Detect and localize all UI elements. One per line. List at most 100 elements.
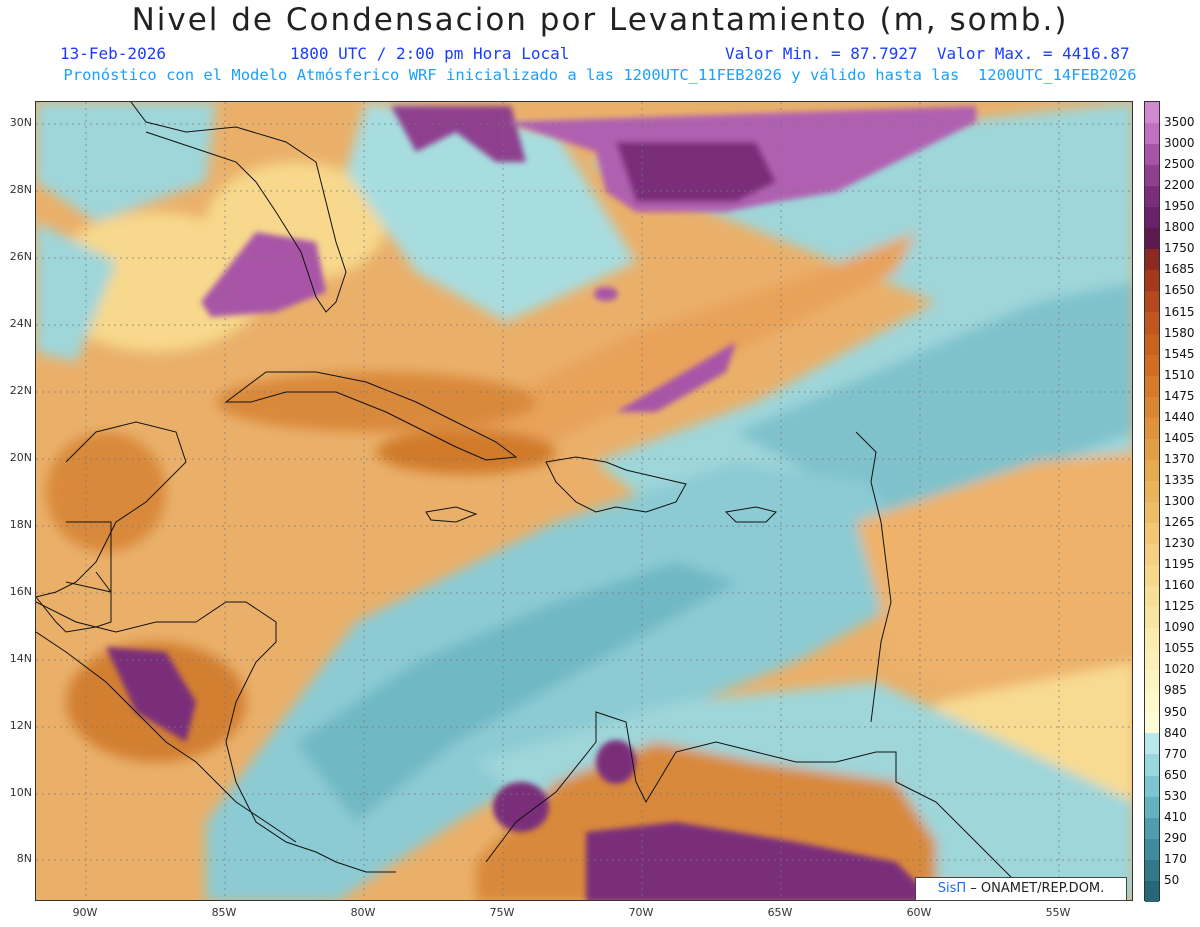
- colorbar: [1144, 101, 1160, 902]
- lat-label: 28N: [9, 183, 32, 196]
- colorbar-swatch: [1145, 186, 1159, 208]
- colorbar-swatch: [1145, 565, 1159, 587]
- colorbar-label: 410: [1164, 809, 1187, 824]
- colorbar-label: 2500: [1164, 157, 1195, 172]
- colorbar-swatch: [1145, 880, 1159, 902]
- colorbar-swatch: [1145, 607, 1159, 629]
- colorbar-swatch: [1145, 817, 1159, 839]
- colorbar-swatch: [1145, 375, 1159, 397]
- colorbar-swatch: [1145, 270, 1159, 292]
- lat-label: 22N: [9, 384, 32, 397]
- colorbar-swatch: [1145, 733, 1159, 755]
- colorbar-label: 1650: [1164, 283, 1195, 298]
- colorbar-label: 1615: [1164, 304, 1195, 319]
- colorbar-swatch: [1145, 207, 1159, 229]
- colorbar-label: 2200: [1164, 178, 1195, 193]
- colorbar-label: 1750: [1164, 241, 1195, 256]
- colorbar-swatch: [1145, 480, 1159, 502]
- credit-text: – ONAMET/REP.DOM.: [966, 881, 1105, 896]
- lon-label: 60W: [906, 906, 932, 919]
- colorbar-label: 1125: [1164, 599, 1195, 614]
- colorbar-label: 1800: [1164, 220, 1195, 235]
- colorbar-swatch: [1145, 543, 1159, 566]
- lat-label: 20N: [9, 451, 32, 464]
- chart-title: Nivel de Condensacion por Levantamiento …: [131, 2, 1069, 38]
- lon-label: 55W: [1045, 906, 1071, 919]
- lon-label: 75W: [489, 906, 515, 919]
- colorbar-label: 1370: [1164, 451, 1195, 466]
- colorbar-label: 1160: [1164, 578, 1195, 593]
- colorbar-label: 1090: [1164, 620, 1195, 635]
- forecast-time: 1800 UTC / 2:00 pm Hora Local: [290, 44, 570, 63]
- colorbar-label: 1195: [1164, 557, 1195, 572]
- colorbar-swatch: [1145, 586, 1159, 608]
- colorbar-label: 3000: [1164, 136, 1195, 151]
- colorbar-label: 840: [1164, 725, 1187, 740]
- lat-label: 30N: [9, 116, 32, 129]
- colorbar-label: 50: [1164, 872, 1180, 887]
- colorbar-label: 1950: [1164, 199, 1195, 214]
- lcl-map: [35, 101, 1133, 901]
- map-field: [36, 102, 1132, 900]
- colorbar-swatch: [1145, 754, 1159, 776]
- colorbar-swatch: [1145, 228, 1159, 250]
- min-max-values: Valor Min. = 87.7927 Valor Max. = 4416.8…: [725, 44, 1130, 63]
- colorbar-label: 1405: [1164, 430, 1195, 445]
- lon-label: 70W: [628, 906, 654, 919]
- colorbar-swatch: [1145, 691, 1159, 713]
- lat-label: 12N: [9, 719, 32, 732]
- colorbar-swatch: [1145, 775, 1159, 797]
- colorbar-swatch: [1145, 838, 1159, 860]
- forecast-date: 13-Feb-2026: [60, 44, 166, 63]
- colorbar-swatch: [1145, 501, 1159, 523]
- lon-label: 80W: [350, 906, 376, 919]
- colorbar-swatch: [1145, 438, 1159, 460]
- colorbar-swatch: [1145, 144, 1159, 166]
- colorbar-swatch: [1145, 396, 1159, 418]
- model-info: Pronóstico con el Modelo Atmósferico WRF…: [63, 66, 1137, 84]
- colorbar-swatch: [1145, 522, 1159, 544]
- colorbar-swatch: [1145, 291, 1159, 313]
- colorbar-swatch: [1145, 796, 1159, 818]
- colorbar-swatch: [1145, 417, 1159, 439]
- colorbar-label: 1055: [1164, 641, 1195, 656]
- colorbar-swatch: [1145, 628, 1159, 650]
- colorbar-swatch: [1145, 459, 1159, 481]
- colorbar-label: 1020: [1164, 662, 1195, 677]
- lat-label: 18N: [9, 518, 32, 531]
- colorbar-label: 290: [1164, 830, 1187, 845]
- colorbar-swatch: [1145, 333, 1159, 355]
- lat-label: 8N: [16, 852, 32, 865]
- lat-label: 26N: [9, 250, 32, 263]
- colorbar-label: 1545: [1164, 346, 1195, 361]
- colorbar-swatch: [1145, 649, 1159, 671]
- colorbar-swatch: [1145, 312, 1159, 334]
- lat-label: 10N: [9, 786, 32, 799]
- colorbar-swatch: [1145, 249, 1159, 271]
- lat-label: 24N: [9, 317, 32, 330]
- colorbar-label: 530: [1164, 788, 1187, 803]
- colorbar-label: 1580: [1164, 325, 1195, 340]
- lon-label: 65W: [767, 906, 793, 919]
- colorbar-label: 3500: [1164, 115, 1195, 130]
- colorbar-swatch: [1145, 123, 1159, 145]
- colorbar-swatch: [1145, 165, 1159, 187]
- colorbar-label: 1685: [1164, 262, 1195, 277]
- colorbar-label: 1440: [1164, 409, 1195, 424]
- colorbar-label: 1510: [1164, 367, 1195, 382]
- colorbar-label: 1230: [1164, 536, 1195, 551]
- colorbar-label: 950: [1164, 704, 1187, 719]
- credit-logo: SisΠ: [937, 881, 967, 896]
- lon-label: 85W: [211, 906, 237, 919]
- colorbar-swatch: [1145, 102, 1159, 124]
- lat-label: 16N: [9, 585, 32, 598]
- colorbar-label: 770: [1164, 746, 1187, 761]
- colorbar-label: 650: [1164, 767, 1187, 782]
- lon-label: 90W: [72, 906, 98, 919]
- colorbar-swatch: [1145, 354, 1159, 376]
- colorbar-label: 1335: [1164, 472, 1195, 487]
- colorbar-label: 1300: [1164, 494, 1195, 508]
- colorbar-swatch: [1145, 670, 1159, 692]
- colorbar-label: 170: [1164, 851, 1187, 866]
- lat-label: 14N: [9, 652, 32, 665]
